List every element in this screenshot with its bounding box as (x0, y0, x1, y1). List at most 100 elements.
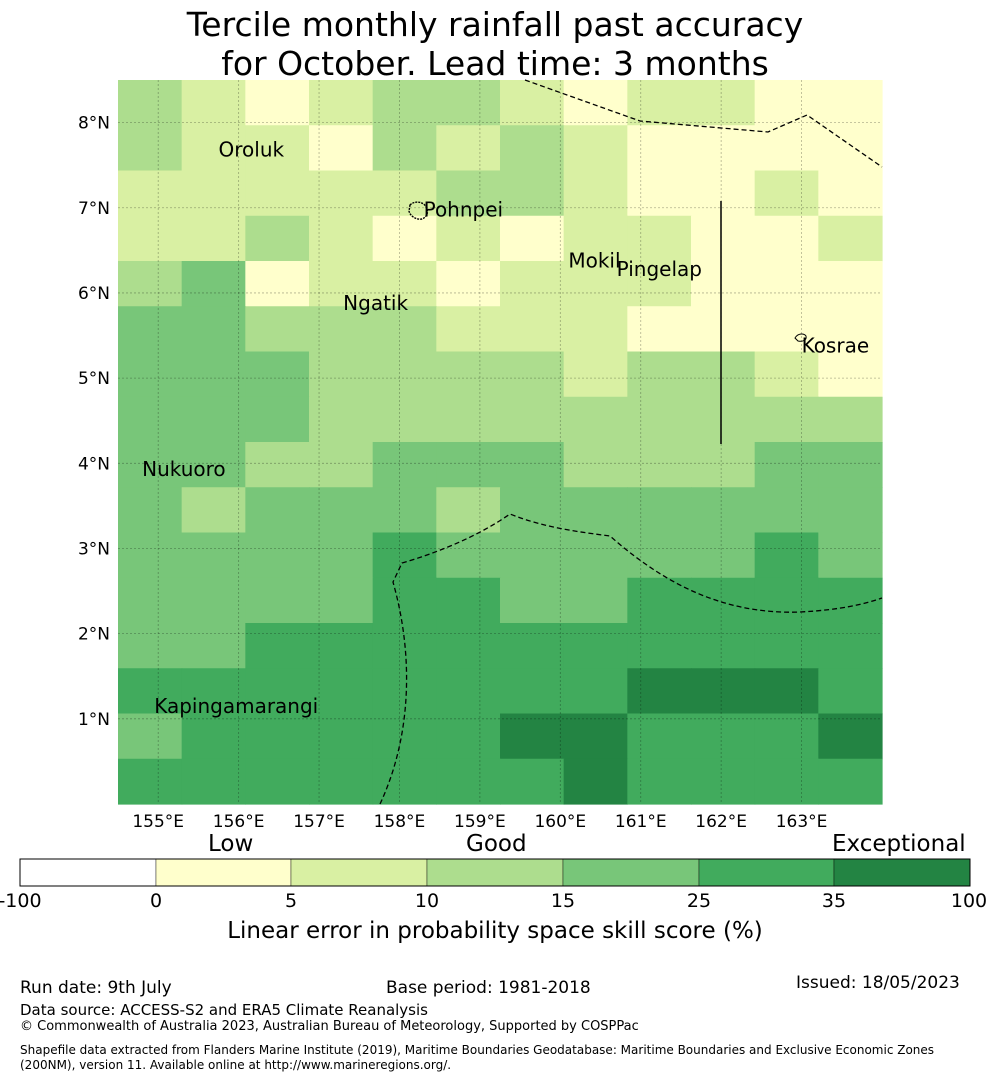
skill-cell (818, 623, 883, 669)
skill-cell (118, 487, 183, 534)
skill-cell (118, 758, 183, 805)
colorbar-tick: 35 (821, 890, 847, 912)
lat-tick-label: 5°N (78, 369, 110, 389)
skill-cell (181, 668, 246, 715)
lat-tick-label: 6°N (78, 284, 110, 304)
skill-cell (309, 80, 374, 126)
skill-cell (754, 532, 819, 579)
place-label: Pingelap (617, 257, 702, 281)
skill-cell (627, 487, 692, 534)
copyright: © Commonwealth of Australia 2023, Austra… (20, 1019, 639, 1034)
skill-cell (627, 532, 692, 579)
skill-cell (754, 713, 819, 760)
place-label: Kosrae (802, 334, 870, 358)
skill-cell (691, 125, 756, 172)
skill-cell (245, 442, 310, 488)
skill-cell (627, 125, 692, 172)
skill-cell (500, 396, 565, 443)
skill-cell (754, 623, 819, 669)
skill-cell (691, 215, 756, 262)
skill-cell (245, 261, 310, 307)
skill-cell (181, 577, 246, 624)
skill-cell (754, 306, 819, 353)
skill-cell (627, 215, 692, 262)
skill-cell (500, 577, 565, 624)
skill-cell (500, 758, 565, 805)
skill-cell (754, 125, 819, 172)
skill-cell (627, 351, 692, 398)
lat-tick-label: 3°N (78, 539, 110, 559)
skill-cell (181, 442, 246, 488)
skill-cell (118, 261, 183, 307)
skill-cell (118, 170, 183, 217)
skill-cell (118, 713, 183, 760)
skill-cell (563, 668, 628, 715)
skill-cell (245, 351, 310, 398)
skill-cell (818, 396, 883, 443)
skill-cell (691, 487, 756, 534)
skill-cell (754, 668, 819, 715)
skill-cell (500, 442, 565, 488)
lon-tick-label: 159°E (454, 812, 506, 832)
skill-cell (818, 170, 883, 217)
skill-cell (181, 170, 246, 217)
skill-cell (500, 125, 565, 172)
colorbar-segment (155, 858, 292, 887)
lon-tick-label: 162°E (695, 812, 747, 832)
skill-cell (563, 125, 628, 172)
skill-cell (245, 396, 310, 443)
skill-cell (691, 577, 756, 624)
skill-cell (691, 532, 756, 579)
skill-cell (372, 170, 437, 217)
skill-cell (309, 442, 374, 488)
colorbar (19, 858, 971, 887)
skill-cell (818, 442, 883, 488)
map-title-line-1: Tercile monthly rainfall past accuracy (186, 5, 804, 44)
colorbar-tick: 0 (149, 890, 163, 912)
skill-cell (500, 215, 565, 262)
kosrae-island-icon (794, 333, 807, 342)
skill-cell (181, 623, 246, 669)
skill-cell (245, 170, 310, 217)
skill-cell (563, 170, 628, 217)
skill-cell (754, 215, 819, 262)
skill-cell (691, 668, 756, 715)
skill-cell (754, 170, 819, 217)
skill-cell (691, 713, 756, 760)
skill-cell (818, 261, 883, 307)
lon-tick-label: 161°E (615, 812, 667, 832)
skill-cell (436, 713, 501, 760)
skill-cell (500, 80, 565, 126)
colorbar-category-good: Good (466, 831, 527, 857)
skill-cell (309, 668, 374, 715)
skill-cell (627, 442, 692, 488)
skill-cell (309, 577, 374, 624)
skill-cell (500, 623, 565, 669)
skill-cell (245, 713, 310, 760)
place-label: Oroluk (219, 138, 285, 162)
eez-boundary-north (524, 79, 883, 168)
skill-cell (245, 80, 310, 126)
skill-cell (500, 170, 565, 217)
skill-cell (754, 351, 819, 398)
skill-cell (436, 306, 501, 353)
colorbar-segment (290, 858, 428, 887)
skill-cell (118, 215, 183, 262)
lon-tick-label: 157°E (293, 812, 345, 832)
skill-cell (436, 623, 501, 669)
lon-tick-label: 155°E (132, 812, 184, 832)
lon-tick-label: 160°E (534, 812, 586, 832)
lat-tick-label: 4°N (78, 454, 110, 474)
skill-cell (627, 623, 692, 669)
skill-cell (818, 487, 883, 534)
place-label: Mokil (568, 248, 620, 272)
skill-cell (372, 713, 437, 760)
skill-cell (309, 713, 374, 760)
skill-cell (436, 80, 501, 126)
skill-cell (563, 215, 628, 262)
skill-cell (245, 125, 310, 172)
skill-cell (372, 215, 437, 262)
lon-tick-label: 156°E (213, 812, 265, 832)
colorbar-frame (19, 858, 971, 887)
colorbar-segment (426, 858, 564, 887)
